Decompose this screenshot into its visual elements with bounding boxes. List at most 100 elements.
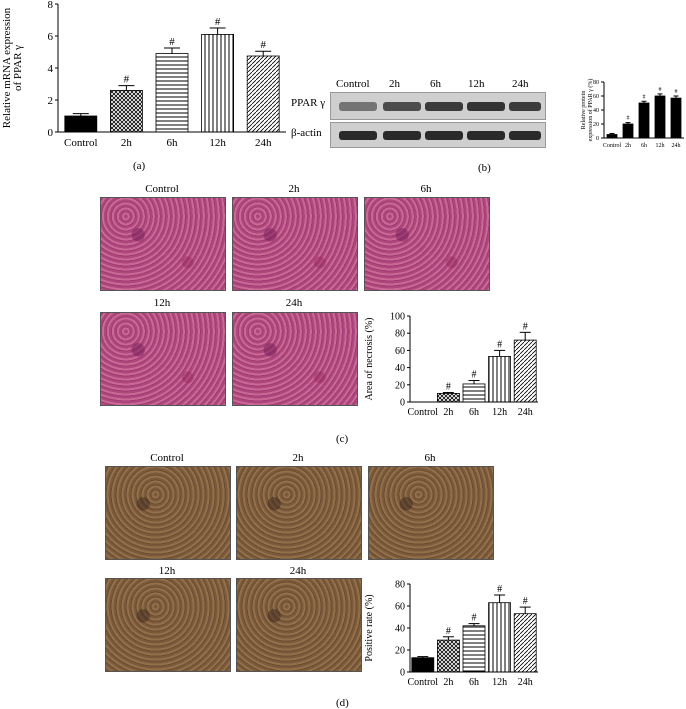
bar-12h bbox=[201, 34, 235, 133]
x-tick-label: 6h bbox=[469, 407, 479, 418]
bar-6h bbox=[155, 53, 189, 133]
micro-c-label-6h: 6h bbox=[420, 183, 432, 195]
blot-lane-label-6h: 6h bbox=[430, 78, 441, 90]
x-tick-label: Control bbox=[64, 137, 98, 149]
y-tick-label: 2 bbox=[48, 95, 54, 107]
panel-label-b: (b) bbox=[478, 162, 491, 174]
significance-mark: # bbox=[497, 339, 502, 350]
x-tick-label: Control bbox=[603, 143, 622, 149]
y-tick-label: 20 bbox=[593, 122, 599, 128]
y-tick-label: 40 bbox=[593, 108, 599, 114]
significance-mark: # bbox=[659, 87, 662, 93]
micro-c-label-24h: 24h bbox=[285, 297, 303, 309]
bar-12h bbox=[488, 356, 512, 403]
blot-band bbox=[467, 131, 505, 140]
bar-2h bbox=[622, 123, 634, 139]
y-tick-label: 4 bbox=[48, 63, 54, 75]
x-tick-label: 12h bbox=[209, 137, 226, 149]
bar-2h bbox=[110, 90, 143, 133]
y-axis-label: of PPAR γ bbox=[12, 45, 24, 91]
micrograph-he-2h bbox=[232, 197, 358, 291]
significance-mark: # bbox=[523, 321, 528, 332]
micrograph-ihc-6h bbox=[368, 466, 494, 560]
bar-24h bbox=[513, 339, 537, 403]
y-tick-label: 40 bbox=[395, 624, 405, 635]
x-tick-label: 6h bbox=[469, 677, 479, 688]
blot-row-label-actin: β-actin bbox=[291, 127, 322, 139]
blot-band bbox=[383, 131, 421, 140]
blot-row-label-ppar: PPAR γ bbox=[291, 97, 326, 109]
y-tick-label: 60 bbox=[593, 94, 599, 100]
significance-mark: # bbox=[472, 613, 477, 624]
significance-mark: # bbox=[472, 370, 477, 381]
y-tick-label: 80 bbox=[395, 329, 405, 340]
x-tick-label: 2h bbox=[121, 137, 133, 149]
panel-label-a: (a) bbox=[133, 160, 146, 172]
micro-c-label-2h: 2h bbox=[288, 183, 300, 195]
y-tick-label: 0 bbox=[400, 668, 405, 679]
micrograph-ihc-12h bbox=[105, 578, 231, 672]
micro-c-label-control: Control bbox=[145, 183, 179, 195]
micro-d-label-24h: 24h bbox=[289, 565, 307, 577]
y-tick-label: 80 bbox=[593, 80, 599, 86]
bar-2h bbox=[437, 639, 460, 673]
y-axis-label: Area of necrosis (%) bbox=[364, 317, 375, 400]
blot-band bbox=[425, 102, 463, 111]
y-tick-label: 20 bbox=[395, 380, 405, 391]
y-tick-label: 20 bbox=[395, 646, 405, 657]
blot-lane-label-24h: 24h bbox=[512, 78, 529, 90]
y-tick-label: 0 bbox=[596, 136, 599, 142]
significance-mark: # bbox=[675, 89, 678, 95]
micro-c-label-12h: 12h bbox=[153, 297, 171, 309]
x-tick-label: Control bbox=[408, 407, 439, 418]
y-tick-label: 0 bbox=[48, 127, 54, 139]
bar-6h bbox=[462, 625, 486, 673]
blot-band bbox=[339, 102, 377, 111]
bar-12h bbox=[488, 602, 512, 673]
micrograph-ihc-control bbox=[105, 466, 231, 560]
significance-mark: # bbox=[627, 116, 630, 122]
y-tick-label: 60 bbox=[395, 602, 405, 613]
y-tick-label: 100 bbox=[390, 312, 405, 323]
significance-mark: # bbox=[643, 94, 646, 100]
x-tick-label: 24h bbox=[518, 677, 533, 688]
y-axis-label: expression of PPAR γ (%) bbox=[587, 79, 594, 142]
micro-d-label-control: Control bbox=[150, 452, 184, 464]
x-tick-label: 2h bbox=[443, 677, 453, 688]
micrograph-he-control bbox=[100, 197, 226, 291]
micrograph-ihc-24h bbox=[236, 578, 362, 672]
x-tick-label: 2h bbox=[625, 143, 631, 149]
panel-label-d: (d) bbox=[336, 697, 349, 709]
y-tick-label: 8 bbox=[48, 0, 54, 11]
blot-band bbox=[509, 131, 541, 140]
micrograph-he-12h bbox=[100, 312, 226, 406]
significance-mark: # bbox=[523, 596, 528, 607]
micrograph-he-6h bbox=[364, 197, 490, 291]
chart-b-protein: 0 20 40 60 80 Relative protein expression of P… bbox=[581, 79, 684, 149]
blot-band bbox=[509, 102, 541, 111]
panel-label-c: (c) bbox=[336, 433, 349, 445]
y-axis-label: Relative mRNA expression bbox=[1, 7, 13, 128]
blot-lane-label-control: Control bbox=[336, 78, 370, 90]
micrograph-he-24h bbox=[232, 312, 358, 406]
chart-c-necrosis: 0 20 40 60 80 100 Area of necrosis (%) Control #… bbox=[364, 312, 538, 418]
blot-strip-actin bbox=[330, 122, 546, 148]
bar-24h bbox=[670, 97, 682, 139]
x-tick-label: 24h bbox=[518, 407, 533, 418]
significance-mark: # bbox=[260, 39, 266, 51]
bar-6h bbox=[462, 383, 486, 403]
bar-control bbox=[606, 134, 618, 139]
y-tick-label: 0 bbox=[400, 398, 405, 409]
blot-lane-label-12h: 12h bbox=[468, 78, 485, 90]
blot-band bbox=[467, 102, 505, 111]
bar-control bbox=[411, 657, 435, 673]
significance-mark: # bbox=[169, 36, 175, 48]
micrograph-ihc-2h bbox=[236, 466, 362, 560]
significance-mark: # bbox=[446, 382, 451, 393]
x-tick-label: 6h bbox=[167, 137, 179, 149]
micro-d-label-12h: 12h bbox=[158, 565, 176, 577]
significance-mark: # bbox=[215, 16, 221, 28]
significance-mark: # bbox=[124, 74, 130, 86]
bar-24h bbox=[246, 55, 280, 133]
micro-d-label-2h: 2h bbox=[292, 452, 304, 464]
